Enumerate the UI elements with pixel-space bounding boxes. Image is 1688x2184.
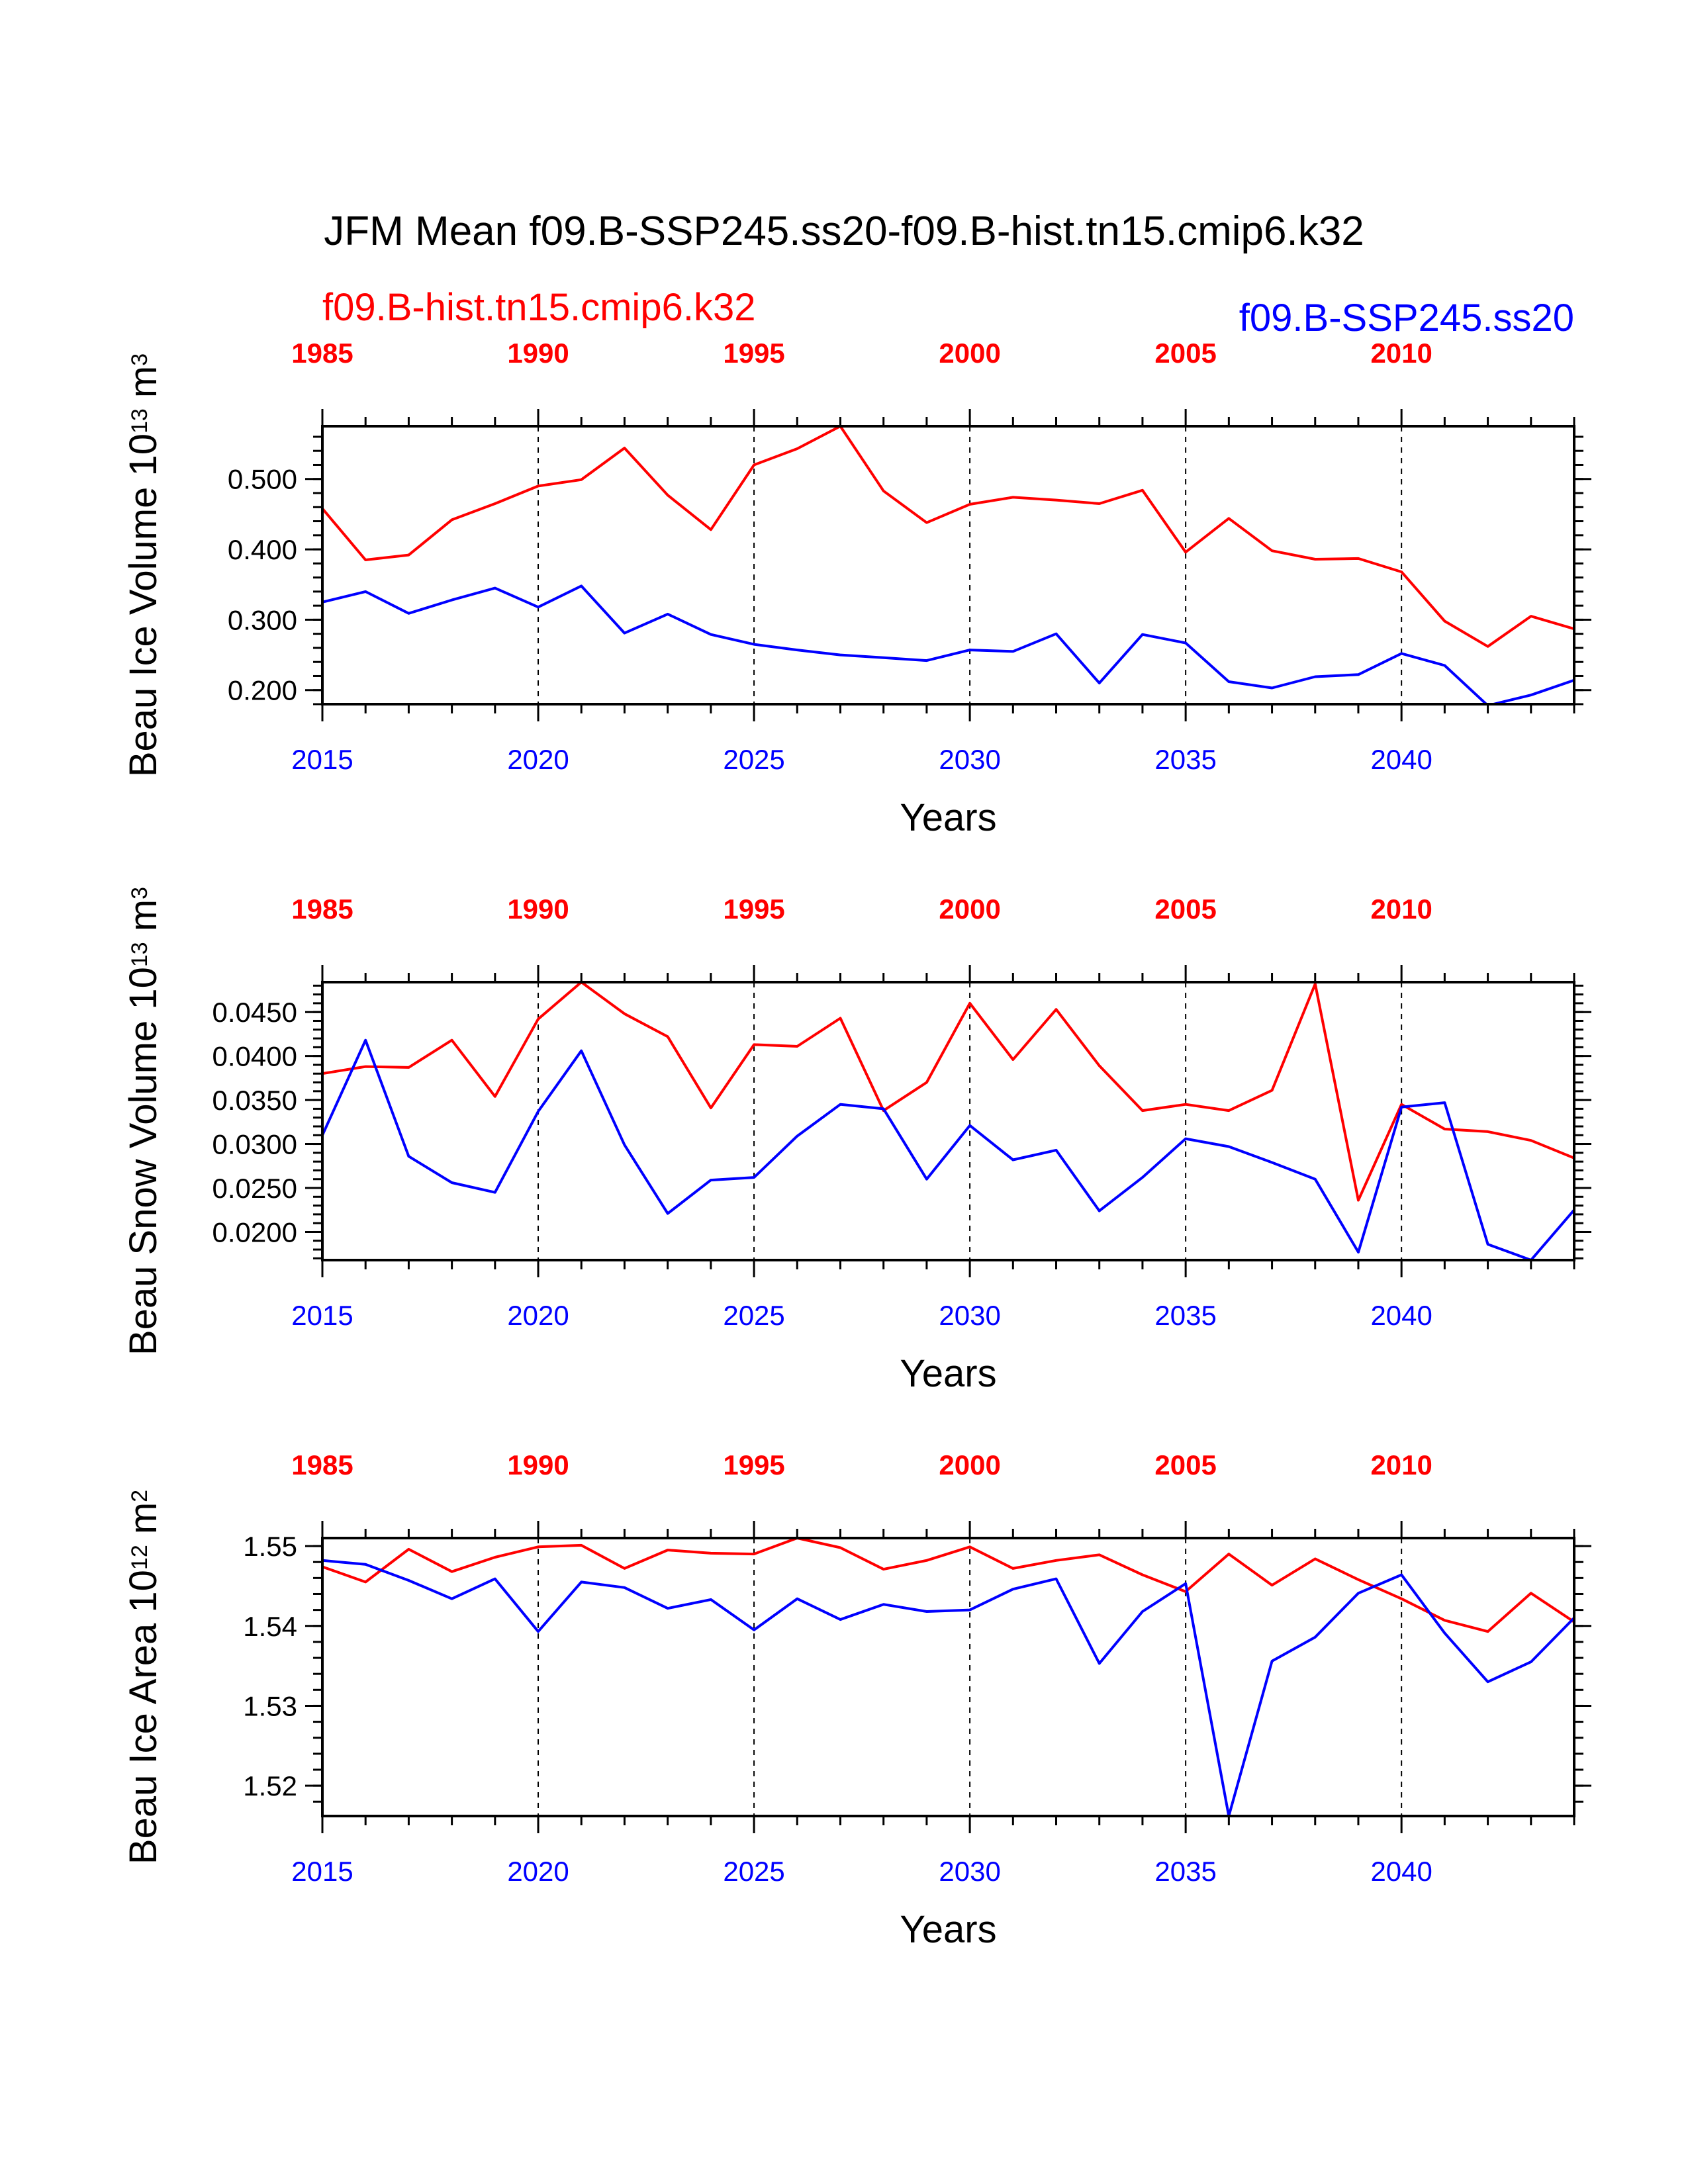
plot-frame bbox=[321, 1537, 1575, 1817]
right-series-label: f09.B-SSP245.ss20 bbox=[1239, 296, 1574, 340]
bottom-year-label: 2025 bbox=[723, 1856, 784, 1887]
top-year-label: 2005 bbox=[1154, 338, 1216, 369]
y-tick-label: 1.54 bbox=[243, 1611, 297, 1642]
top-year-label: 2000 bbox=[939, 1449, 1000, 1480]
top-year-label: 2000 bbox=[939, 338, 1000, 369]
y-tick-label: 0.0450 bbox=[212, 997, 297, 1028]
top-year-label: 1985 bbox=[291, 893, 353, 925]
bottom-year-label: 2015 bbox=[291, 1300, 353, 1331]
top-year-label: 1990 bbox=[507, 1449, 569, 1480]
y-axis-label: Beau Ice Volume 1013 m3 bbox=[122, 353, 165, 777]
bottom-year-label: 2040 bbox=[1370, 1300, 1432, 1331]
top-year-label: 2010 bbox=[1370, 893, 1432, 925]
series-line-blue bbox=[322, 1559, 1574, 1816]
x-axis-label: Years bbox=[900, 1908, 996, 1951]
series-line-red bbox=[322, 426, 1574, 648]
y-tick-label: 0.300 bbox=[228, 604, 297, 635]
y-tick-label: 0.0350 bbox=[212, 1085, 297, 1116]
figure-title: JFM Mean f09.B-SSP245.ss20-f09.B-hist.tn… bbox=[324, 208, 1364, 254]
y-tick-label: 0.400 bbox=[228, 534, 297, 565]
top-year-label: 1990 bbox=[507, 338, 569, 369]
bottom-year-label: 2040 bbox=[1370, 1856, 1432, 1887]
y-tick-label: 1.52 bbox=[243, 1770, 297, 1801]
top-year-label: 1995 bbox=[723, 1449, 784, 1480]
x-axis-label: Years bbox=[900, 1352, 996, 1395]
top-year-label: 1985 bbox=[291, 1449, 353, 1480]
bottom-year-label: 2020 bbox=[507, 744, 569, 775]
plot-frame bbox=[321, 981, 1575, 1261]
top-year-label: 2010 bbox=[1370, 338, 1432, 369]
y-tick-label: 1.53 bbox=[243, 1690, 297, 1721]
bottom-year-label: 2030 bbox=[939, 1300, 1000, 1331]
x-axis-label: Years bbox=[900, 796, 996, 839]
bottom-year-label: 2035 bbox=[1154, 744, 1216, 775]
y-tick-label: 0.0200 bbox=[212, 1216, 297, 1248]
bottom-year-label: 2025 bbox=[723, 744, 784, 775]
y-axis-label: Beau Ice Area 1012 m2 bbox=[122, 1490, 165, 1864]
top-year-label: 2000 bbox=[939, 893, 1000, 925]
bottom-year-label: 2030 bbox=[939, 1856, 1000, 1887]
left-series-label: f09.B-hist.tn15.cmip6.k32 bbox=[322, 286, 755, 329]
y-axis-label: Beau Snow Volume 1013 m3 bbox=[122, 887, 165, 1355]
top-year-label: 2010 bbox=[1370, 1449, 1432, 1480]
top-year-label: 1985 bbox=[291, 338, 353, 369]
y-tick-label: 1.55 bbox=[243, 1531, 297, 1562]
bottom-year-label: 2030 bbox=[939, 744, 1000, 775]
y-tick-label: 0.500 bbox=[228, 464, 297, 495]
bottom-year-label: 2035 bbox=[1154, 1856, 1216, 1887]
chart-panel-3: 1.52 1.53 1.54 1.55 2015 1985 2020 1990 2025 1995… bbox=[122, 1449, 1591, 1951]
top-year-label: 1995 bbox=[723, 338, 784, 369]
y-tick-label: 0.0300 bbox=[212, 1129, 297, 1160]
bottom-year-label: 2040 bbox=[1370, 744, 1432, 775]
series-line-red bbox=[322, 982, 1574, 1202]
y-tick-label: 0.200 bbox=[228, 675, 297, 706]
top-year-label: 2005 bbox=[1154, 893, 1216, 925]
y-tick-label: 0.0400 bbox=[212, 1041, 297, 1072]
chart-panel-2: 0.0200 0.0250 0.0300 0.0350 0.0400 0.0450 2015… bbox=[122, 887, 1591, 1395]
bottom-year-label: 2015 bbox=[291, 744, 353, 775]
series-line-blue bbox=[322, 584, 1574, 704]
chart-panel-1: 0.200 0.300 0.400 0.500 2015 1985 2020 1990 2025… bbox=[122, 338, 1591, 839]
top-year-label: 1990 bbox=[507, 893, 569, 925]
plot-frame bbox=[321, 425, 1575, 705]
bottom-year-label: 2015 bbox=[291, 1856, 353, 1887]
bottom-year-label: 2020 bbox=[507, 1300, 569, 1331]
bottom-year-label: 2025 bbox=[723, 1300, 784, 1331]
y-tick-label: 0.0250 bbox=[212, 1173, 297, 1204]
bottom-year-label: 2035 bbox=[1154, 1300, 1216, 1331]
series-line-blue bbox=[322, 1038, 1574, 1260]
series-line-red bbox=[322, 1538, 1574, 1633]
top-year-label: 1995 bbox=[723, 893, 784, 925]
bottom-year-label: 2020 bbox=[507, 1856, 569, 1887]
top-year-label: 2005 bbox=[1154, 1449, 1216, 1480]
